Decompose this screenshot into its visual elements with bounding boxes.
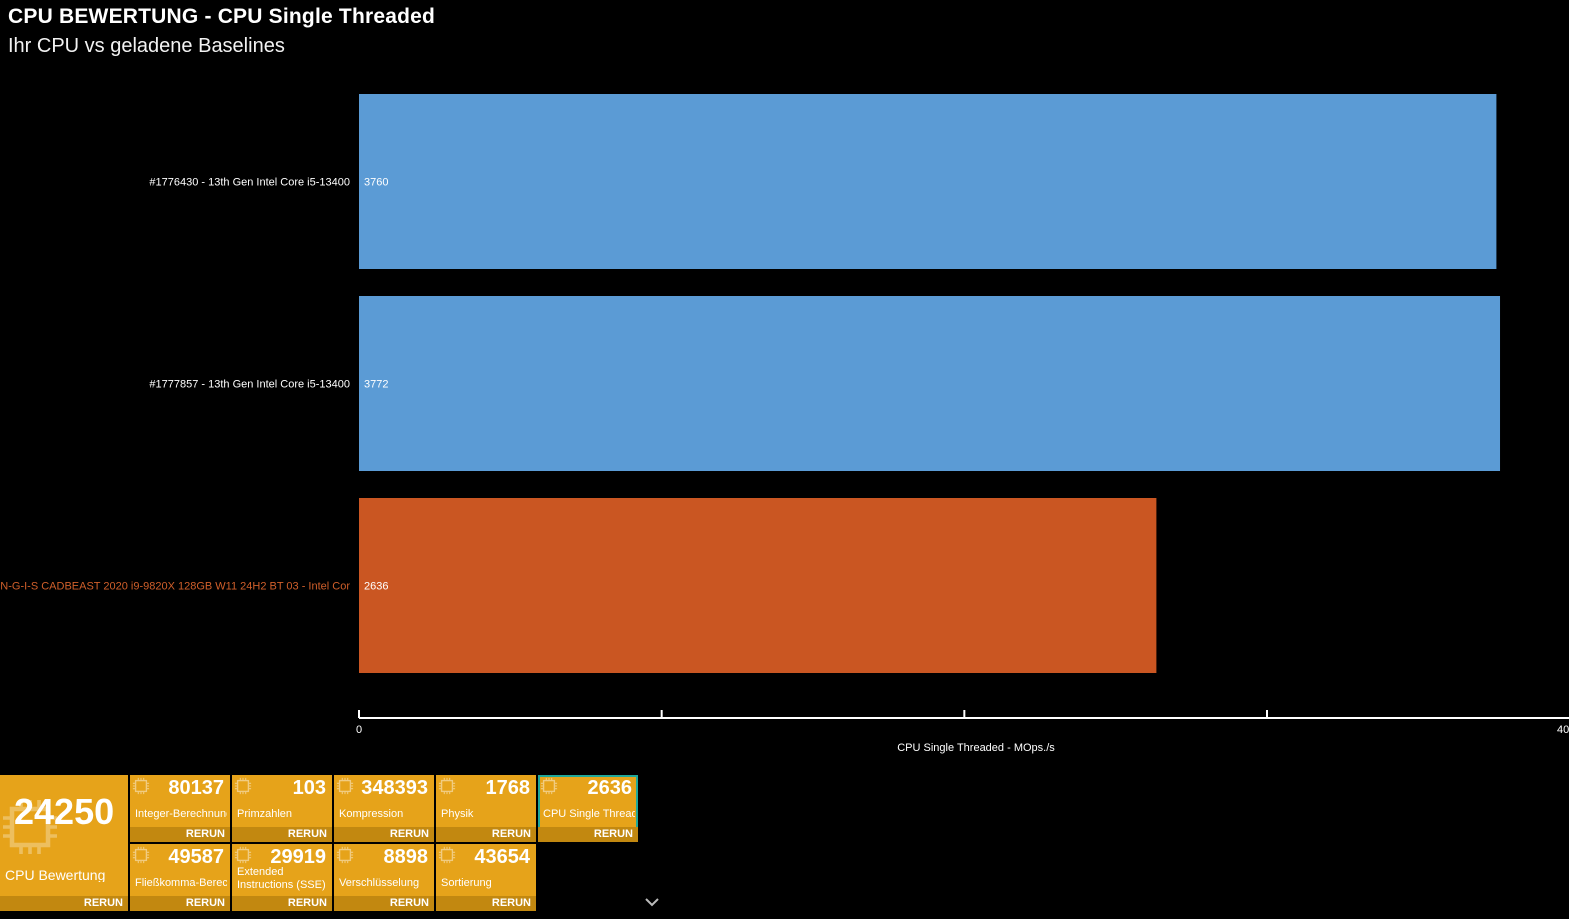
tile-value: 43654 — [474, 846, 530, 868]
tile-value: 29919 — [270, 846, 326, 868]
tile-rerun-button[interactable]: RERUN — [232, 896, 332, 911]
tile-rerun-button[interactable]: RERUN — [334, 827, 434, 842]
tile-value: 80137 — [168, 777, 224, 799]
benchmark-tile[interactable]: 49587 Fließkomma-Berechnungen RERUN — [130, 844, 230, 911]
cpu-score-value: 24250 — [14, 791, 115, 832]
category-label: #1777857 - 13th Gen Intel Core i5-13400 — [149, 379, 350, 391]
tile-label: Primzahlen — [237, 808, 293, 820]
bar-value-label: 3772 — [364, 379, 388, 391]
benchmark-tile[interactable]: 103 Primzahlen RERUN — [232, 775, 332, 842]
x-tick-label: 0 — [356, 724, 362, 736]
tile-label: Integer-Berechnungen — [135, 808, 227, 820]
baseline-bar — [359, 296, 1501, 471]
tile-rerun-button[interactable]: RERUN — [436, 827, 536, 842]
cpu-chip-icon — [540, 777, 558, 795]
cpu-chip-icon — [3, 800, 57, 854]
cpu-score-rerun-button[interactable]: RERUN — [0, 896, 128, 911]
cpu-chip-icon — [438, 777, 456, 795]
category-label: #1776430 - 13th Gen Intel Core i5-13400 — [149, 177, 350, 189]
own-cpu-bar — [359, 498, 1157, 673]
benchmark-tile[interactable]: 8898 Verschlüsselung RERUN — [334, 844, 434, 911]
chevron-down-icon[interactable] — [643, 893, 661, 911]
bar-value-label: 2636 — [364, 581, 388, 593]
benchmark-tile[interactable]: 2636 CPU Single Threaded RERUN — [538, 775, 638, 842]
bar-value-label: 3760 — [364, 177, 388, 189]
tile-label: Extended Instructions (SSE) — [237, 866, 326, 891]
tile-rerun-button[interactable]: RERUN — [130, 896, 230, 911]
page-title: CPU BEWERTUNG - CPU Single Threaded — [8, 5, 436, 28]
cpu-chip-icon — [438, 846, 456, 864]
cpu-score-tile[interactable]: 24250 CPU Bewertung RERUN — [0, 775, 128, 911]
page-subtitle: Ihr CPU vs geladene Baselines — [8, 35, 285, 57]
bar-chart: 3760 #1776430 - 13th Gen Intel Core i5-13… — [0, 94, 1569, 754]
tile-value: 348393 — [361, 777, 428, 799]
tile-rerun-button[interactable]: RERUN — [538, 827, 638, 842]
cpu-chip-icon — [234, 777, 252, 795]
cpu-chip-icon — [132, 846, 150, 864]
tile-value: 1768 — [485, 777, 531, 799]
tile-value: 8898 — [383, 846, 429, 868]
cpu-chip-icon — [132, 777, 150, 795]
x-axis-label: CPU Single Threaded - MOps./s — [897, 742, 1055, 754]
tile-label: Fließkomma-Berechnungen — [135, 877, 227, 889]
cpu-chip-icon — [234, 846, 252, 864]
cpu-score-label: CPU Bewertung — [5, 869, 106, 882]
tile-label: Sortierung — [441, 877, 492, 889]
benchmark-tile[interactable]: 43654 Sortierung RERUN — [436, 844, 536, 911]
benchmark-tile[interactable]: 80137 Integer-Berechnungen RERUN — [130, 775, 230, 842]
tile-value: 49587 — [168, 846, 224, 868]
benchmark-tile[interactable]: 1768 Physik RERUN — [436, 775, 536, 842]
tile-rerun-button[interactable]: RERUN — [436, 896, 536, 911]
tile-label: CPU Single Threaded — [543, 808, 635, 820]
tile-rerun-button[interactable]: RERUN — [334, 896, 434, 911]
tile-rerun-button[interactable]: RERUN — [130, 827, 230, 842]
tile-label: Verschlüsselung — [339, 877, 420, 889]
baseline-bar — [359, 94, 1497, 269]
tile-rerun-button[interactable]: RERUN — [232, 827, 332, 842]
tile-label: Physik — [441, 808, 474, 820]
benchmark-tile[interactable]: 348393 Kompression RERUN — [334, 775, 434, 842]
cpu-chip-icon — [336, 846, 354, 864]
tile-label: Kompression — [339, 808, 404, 820]
cpu-chip-icon — [336, 777, 354, 795]
tile-value: 2636 — [587, 777, 633, 799]
benchmark-tile[interactable]: 29919 Extended Instructions (SSE) RERUN — [232, 844, 332, 911]
tile-value: 103 — [292, 777, 326, 799]
category-label: N-G-I-S CADBEAST 2020 i9-9820X 128GB W11… — [0, 581, 350, 593]
x-tick-label: 40 — [1557, 724, 1569, 736]
